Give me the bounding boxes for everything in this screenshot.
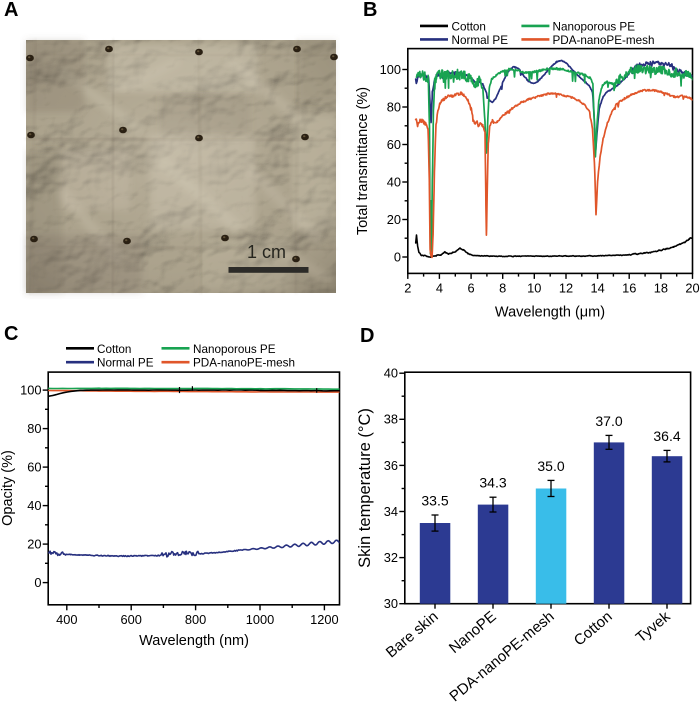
svg-text:36.4: 36.4 (653, 428, 680, 444)
svg-text:D: D (360, 325, 374, 347)
svg-text:PDA-nanoPE-mesh: PDA-nanoPE-mesh (193, 357, 295, 370)
svg-text:80: 80 (387, 99, 401, 114)
svg-text:18: 18 (654, 281, 668, 296)
svg-text:20: 20 (685, 281, 699, 296)
svg-text:Total transmittance (%): Total transmittance (%) (355, 87, 371, 235)
svg-text:2: 2 (404, 281, 411, 296)
svg-text:40: 40 (27, 498, 41, 513)
svg-text:36: 36 (384, 458, 398, 473)
svg-text:20: 20 (27, 537, 41, 552)
svg-text:C: C (4, 323, 18, 345)
svg-text:34: 34 (384, 504, 398, 519)
svg-text:600: 600 (121, 612, 142, 627)
svg-text:0: 0 (34, 575, 41, 590)
svg-text:37.0: 37.0 (595, 413, 622, 429)
svg-text:100: 100 (20, 382, 41, 397)
svg-text:Normal PE: Normal PE (452, 34, 509, 47)
svg-text:Wavelength (nm): Wavelength (nm) (139, 633, 249, 649)
svg-text:Opacity (%): Opacity (%) (0, 450, 16, 526)
svg-text:10: 10 (527, 281, 541, 296)
svg-text:34.3: 34.3 (479, 475, 506, 491)
svg-text:Skin temperature (°C): Skin temperature (°C) (356, 408, 374, 568)
svg-text:80: 80 (27, 421, 41, 436)
svg-text:40: 40 (387, 174, 401, 189)
svg-text:6: 6 (468, 281, 475, 296)
svg-text:38: 38 (384, 412, 398, 427)
svg-text:14: 14 (590, 281, 604, 296)
svg-text:40: 40 (384, 366, 398, 381)
svg-text:32: 32 (384, 550, 398, 565)
svg-text:1000: 1000 (246, 612, 274, 627)
svg-text:16: 16 (622, 281, 636, 296)
svg-text:8: 8 (499, 281, 506, 296)
svg-text:Wavelength (μm): Wavelength (μm) (495, 305, 605, 321)
svg-text:Cotton: Cotton (97, 343, 131, 356)
svg-text:1200: 1200 (310, 612, 338, 627)
svg-text:33.5: 33.5 (421, 493, 448, 509)
svg-text:12: 12 (559, 281, 573, 296)
svg-text:100: 100 (380, 62, 401, 77)
svg-text:0: 0 (394, 249, 401, 264)
svg-text:400: 400 (56, 612, 77, 627)
svg-text:Nanoporous PE: Nanoporous PE (553, 20, 636, 33)
svg-text:60: 60 (27, 460, 41, 475)
svg-text:Cotton: Cotton (452, 20, 486, 33)
svg-text:Nanoporous PE: Nanoporous PE (193, 343, 276, 356)
svg-text:20: 20 (387, 212, 401, 227)
svg-text:PDA-nanoPE-mesh: PDA-nanoPE-mesh (553, 34, 655, 47)
svg-text:60: 60 (387, 137, 401, 152)
svg-text:4: 4 (436, 281, 443, 296)
svg-text:800: 800 (185, 612, 206, 627)
svg-text:30: 30 (384, 596, 398, 611)
svg-text:B: B (363, 0, 377, 21)
svg-text:A: A (4, 0, 18, 21)
svg-text:1 cm: 1 cm (247, 242, 286, 262)
svg-text:35.0: 35.0 (537, 458, 564, 474)
svg-text:Normal PE: Normal PE (97, 357, 154, 370)
